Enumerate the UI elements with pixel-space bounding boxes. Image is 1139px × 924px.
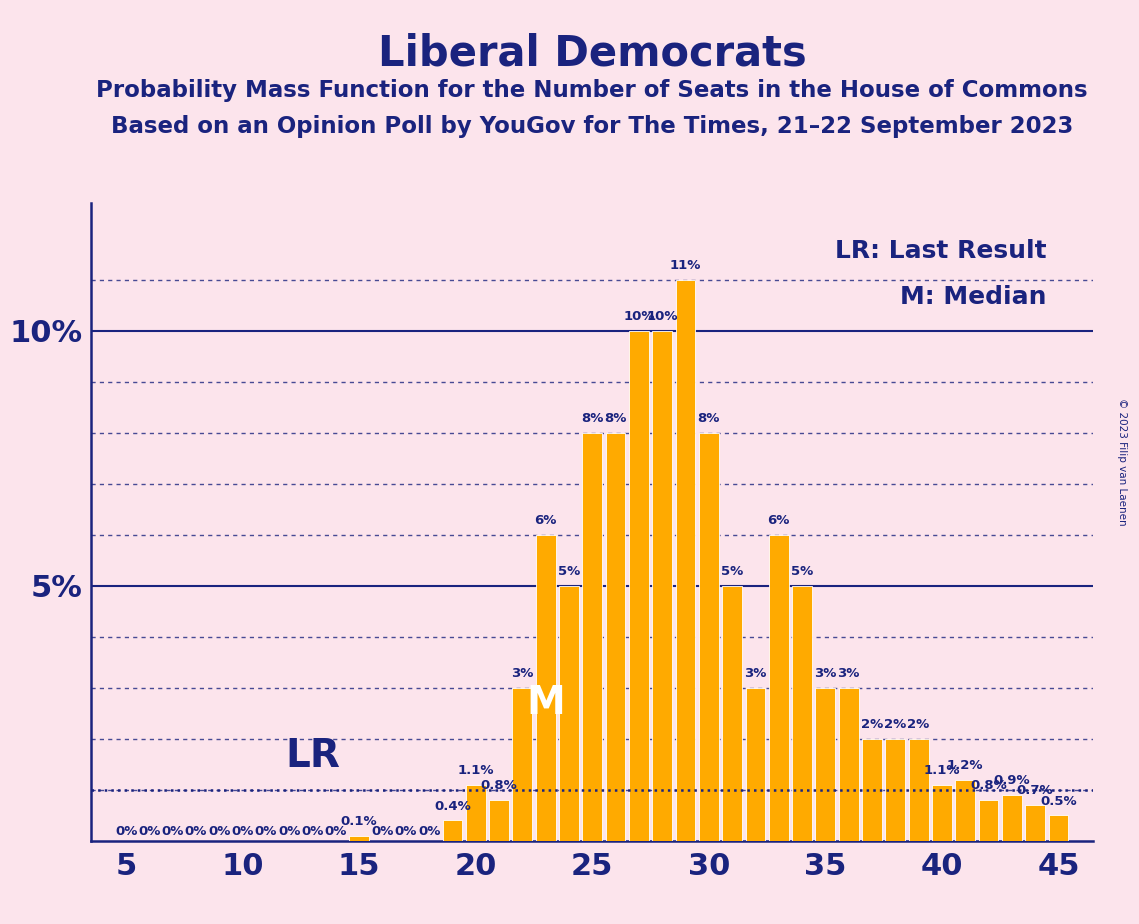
Text: 1.1%: 1.1% bbox=[458, 764, 494, 777]
Text: 0.8%: 0.8% bbox=[481, 779, 517, 793]
Text: 0.1%: 0.1% bbox=[341, 815, 377, 828]
Bar bbox=[1049, 815, 1068, 841]
Text: 8%: 8% bbox=[581, 412, 604, 425]
Bar bbox=[862, 739, 882, 841]
Text: 5%: 5% bbox=[558, 565, 580, 578]
Bar bbox=[1025, 805, 1046, 841]
Text: 2%: 2% bbox=[884, 718, 907, 731]
Text: 0%: 0% bbox=[162, 825, 183, 838]
Text: 0%: 0% bbox=[231, 825, 254, 838]
Text: 0%: 0% bbox=[371, 825, 394, 838]
Text: 0%: 0% bbox=[325, 825, 347, 838]
Bar bbox=[559, 586, 579, 841]
Text: 0%: 0% bbox=[394, 825, 417, 838]
Bar bbox=[466, 784, 485, 841]
Bar bbox=[769, 535, 788, 841]
Bar bbox=[629, 331, 649, 841]
Text: 0%: 0% bbox=[115, 825, 138, 838]
Text: 0%: 0% bbox=[418, 825, 441, 838]
Text: 3%: 3% bbox=[511, 667, 533, 680]
Text: M: Median: M: Median bbox=[900, 285, 1047, 309]
Text: Based on an Opinion Poll by YouGov for The Times, 21–22 September 2023: Based on an Opinion Poll by YouGov for T… bbox=[112, 116, 1073, 139]
Text: 11%: 11% bbox=[670, 259, 702, 273]
Bar bbox=[909, 739, 928, 841]
Text: © 2023 Filip van Laenen: © 2023 Filip van Laenen bbox=[1117, 398, 1126, 526]
Bar bbox=[722, 586, 741, 841]
Bar bbox=[932, 784, 952, 841]
Bar bbox=[350, 835, 369, 841]
Text: 3%: 3% bbox=[814, 667, 836, 680]
Bar bbox=[978, 800, 999, 841]
Text: 0%: 0% bbox=[138, 825, 161, 838]
Bar bbox=[513, 687, 532, 841]
Text: 0%: 0% bbox=[302, 825, 323, 838]
Text: 0.4%: 0.4% bbox=[434, 800, 470, 813]
Text: 0.7%: 0.7% bbox=[1017, 784, 1054, 797]
Text: 2%: 2% bbox=[861, 718, 883, 731]
Text: 0%: 0% bbox=[255, 825, 277, 838]
Text: 0.8%: 0.8% bbox=[970, 779, 1007, 793]
Bar bbox=[885, 739, 906, 841]
Bar bbox=[606, 432, 625, 841]
Text: Probability Mass Function for the Number of Seats in the House of Commons: Probability Mass Function for the Number… bbox=[97, 79, 1088, 102]
Text: 0%: 0% bbox=[185, 825, 207, 838]
Text: Liberal Democrats: Liberal Democrats bbox=[378, 32, 806, 74]
Text: 8%: 8% bbox=[605, 412, 626, 425]
Text: 1.1%: 1.1% bbox=[924, 764, 960, 777]
Text: 0%: 0% bbox=[278, 825, 301, 838]
Bar bbox=[489, 800, 509, 841]
Bar bbox=[746, 687, 765, 841]
Bar bbox=[582, 432, 603, 841]
Text: 5%: 5% bbox=[790, 565, 813, 578]
Bar bbox=[956, 780, 975, 841]
Text: M: M bbox=[526, 684, 565, 723]
Text: 0.5%: 0.5% bbox=[1040, 795, 1076, 808]
Text: 8%: 8% bbox=[698, 412, 720, 425]
Bar bbox=[838, 687, 859, 841]
Text: 6%: 6% bbox=[534, 514, 557, 528]
Bar bbox=[535, 535, 556, 841]
Bar bbox=[699, 432, 719, 841]
Text: 3%: 3% bbox=[744, 667, 767, 680]
Text: 0.9%: 0.9% bbox=[993, 774, 1030, 787]
Text: 5%: 5% bbox=[721, 565, 744, 578]
Text: 10%: 10% bbox=[623, 310, 655, 323]
Text: 6%: 6% bbox=[768, 514, 790, 528]
Bar bbox=[675, 280, 696, 841]
Bar bbox=[443, 821, 462, 841]
Text: 0%: 0% bbox=[208, 825, 230, 838]
Bar bbox=[653, 331, 672, 841]
Text: 2%: 2% bbox=[908, 718, 929, 731]
Text: 3%: 3% bbox=[837, 667, 860, 680]
Text: 1.2%: 1.2% bbox=[947, 759, 983, 772]
Text: LR: Last Result: LR: Last Result bbox=[835, 239, 1047, 263]
Bar bbox=[792, 586, 812, 841]
Text: 10%: 10% bbox=[647, 310, 678, 323]
Bar bbox=[816, 687, 835, 841]
Text: LR: LR bbox=[285, 736, 341, 774]
Bar bbox=[1002, 795, 1022, 841]
